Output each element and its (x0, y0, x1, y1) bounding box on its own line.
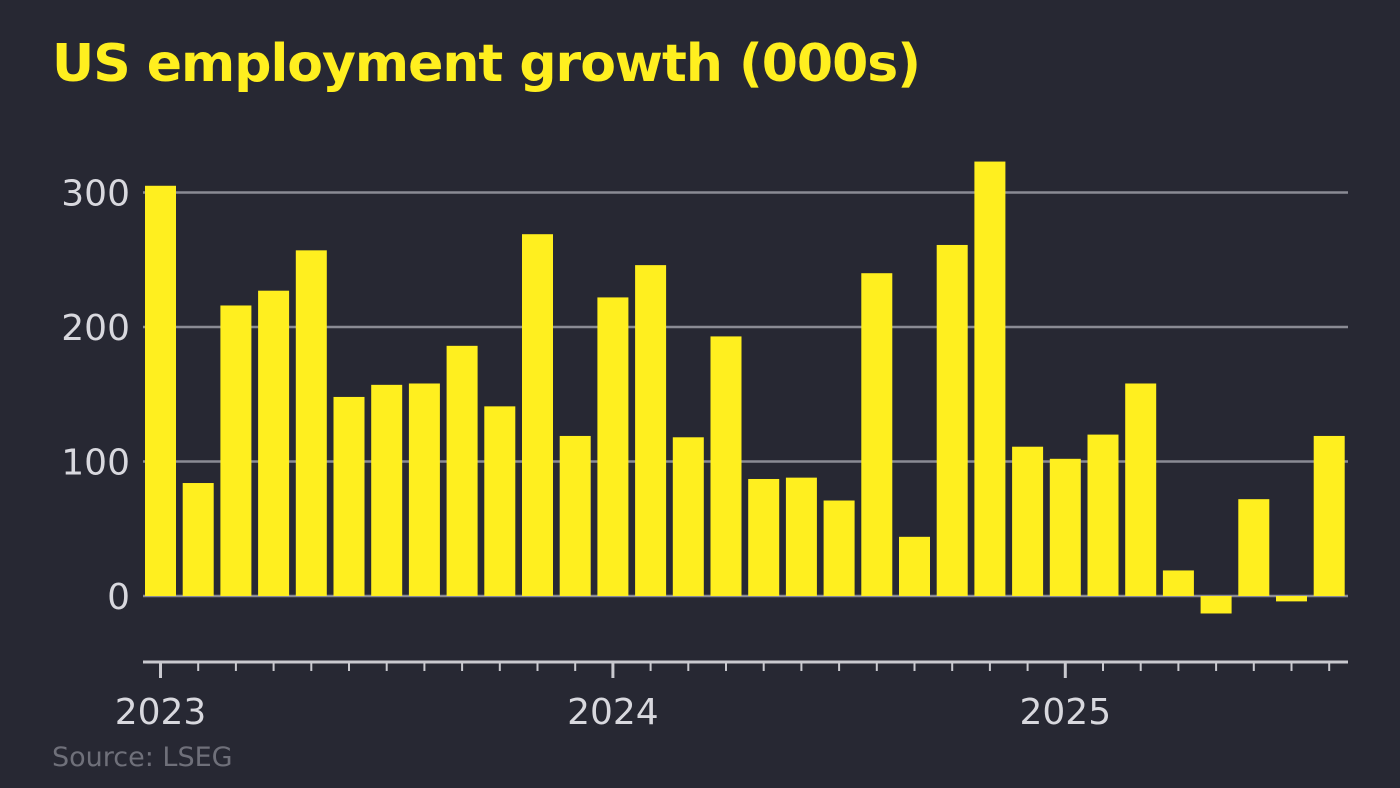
bar-2025-07 (1276, 596, 1307, 602)
bar-2023-06 (333, 396, 365, 596)
bar-2025-06 (1238, 499, 1270, 596)
bar-2025-08 (1313, 435, 1345, 596)
x-tick-label-2023: 2023 (115, 692, 207, 733)
bar-2024-12 (1012, 446, 1044, 596)
bar-2023-02 (182, 483, 214, 596)
source-note: Source: LSEG (52, 742, 233, 773)
bar-2024-09 (899, 536, 930, 596)
x-tick-label-2024: 2024 (567, 692, 659, 733)
y-tick-label: 100 (61, 443, 130, 484)
bar-2024-10 (936, 244, 968, 596)
bar-2024-06 (785, 477, 817, 596)
x-tick-label-2025: 2025 (1019, 692, 1111, 733)
bar-2023-01 (145, 185, 176, 596)
bars (145, 161, 1345, 614)
bar-2025-03 (1125, 383, 1157, 596)
y-tick-label: 300 (61, 174, 130, 215)
bar-2024-03 (672, 437, 704, 596)
y-tick-label: 200 (61, 308, 130, 349)
bar-2023-04 (258, 290, 290, 596)
bar-2023-12 (559, 435, 591, 596)
bar-2023-11 (522, 234, 553, 596)
y-tick-label: 0 (107, 577, 130, 618)
bar-2024-08 (861, 273, 893, 596)
bar-2023-10 (484, 406, 516, 596)
bar-2024-05 (748, 478, 780, 596)
bar-2025-01 (1049, 458, 1081, 596)
bar-2023-08 (408, 383, 440, 596)
bar-2024-07 (823, 500, 855, 596)
bar-2024-04 (710, 336, 742, 596)
bar-2025-04 (1162, 570, 1194, 596)
bar-2023-03 (220, 305, 252, 596)
bar-2025-05 (1200, 596, 1232, 614)
bar-2024-11 (974, 161, 1006, 596)
bar-2023-09 (446, 345, 478, 596)
y-axis-tick-labels: 0 100 200 300 (61, 174, 130, 619)
bar-2024-02 (635, 265, 667, 596)
bar-2023-05 (295, 250, 327, 596)
bar-2023-07 (371, 384, 403, 596)
bar-2024-01 (597, 297, 629, 596)
chart-title: US employment growth (000s) (52, 34, 921, 94)
x-axis: 2023 2024 2025 (115, 660, 1348, 733)
bar-2025-02 (1087, 434, 1119, 596)
